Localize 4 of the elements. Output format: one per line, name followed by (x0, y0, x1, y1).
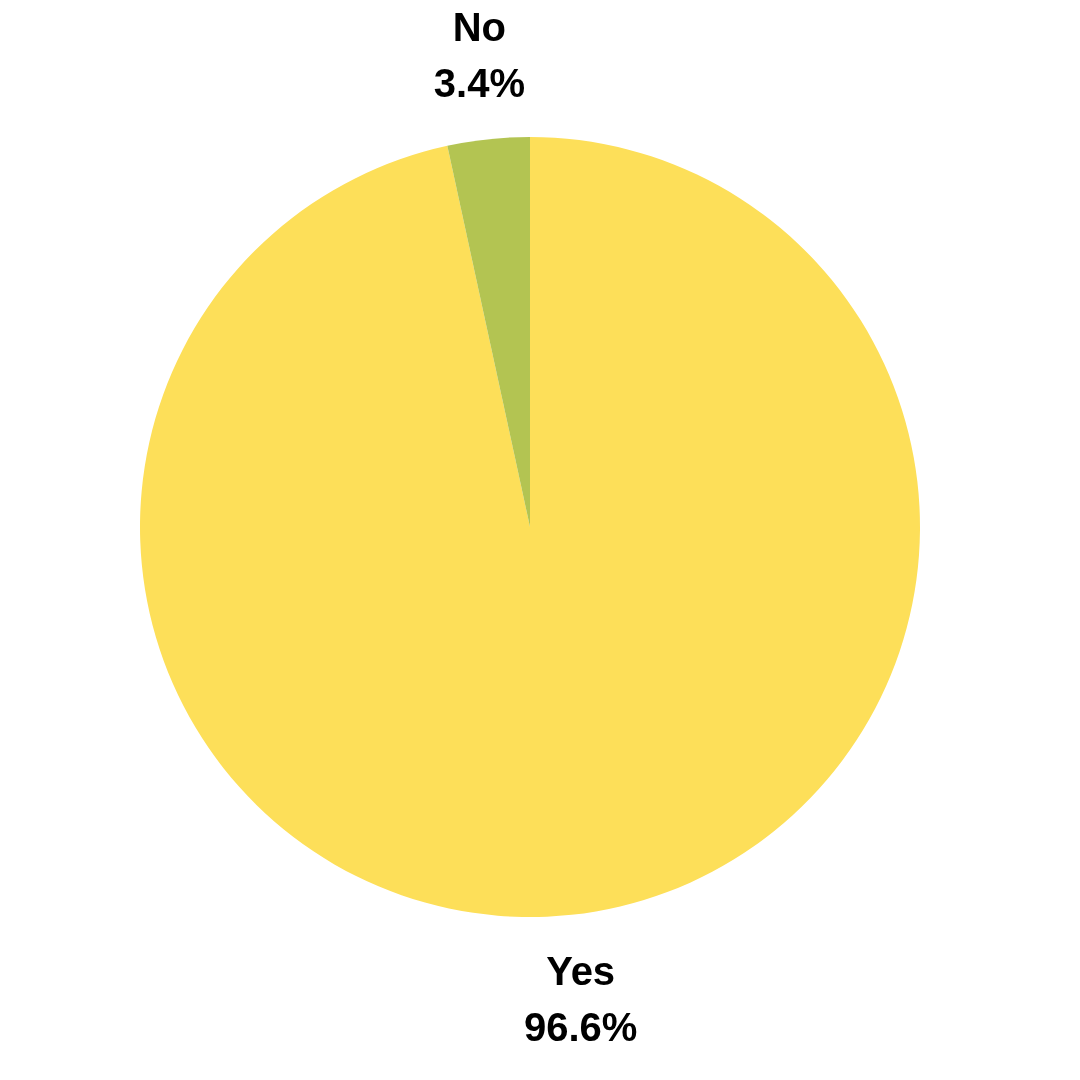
slice-label: No (452, 4, 507, 49)
data-label: 3.4% (433, 60, 525, 105)
data-label: 96.6% (523, 1005, 638, 1050)
slice-label: Yes (546, 949, 616, 994)
